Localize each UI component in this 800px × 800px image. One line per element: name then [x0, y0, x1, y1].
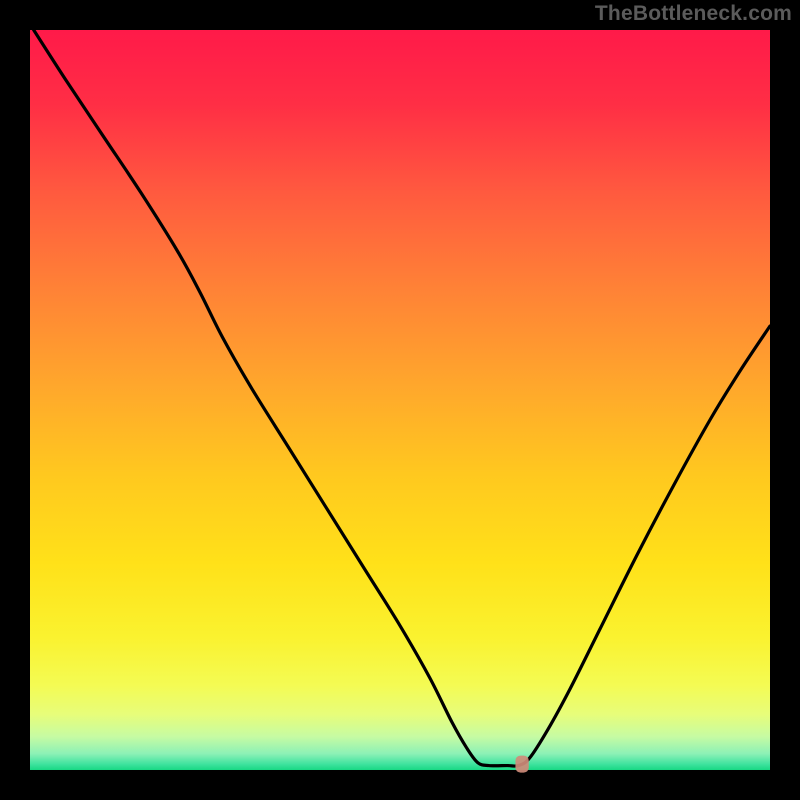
optimal-point-marker — [515, 756, 528, 773]
bottleneck-chart — [0, 0, 800, 800]
gradient-background — [30, 30, 770, 770]
chart-frame: { "watermark": { "text": "TheBottleneck.… — [0, 0, 800, 800]
